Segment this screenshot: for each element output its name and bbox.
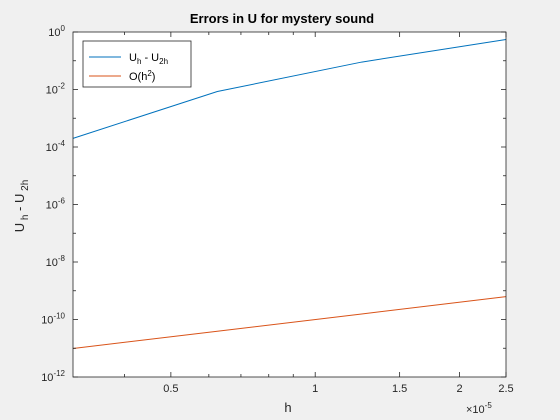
axes-box — [72, 31, 507, 378]
y-tick-label: 10-4 — [46, 139, 66, 154]
x-axis-exponent: ×10-5 — [466, 401, 492, 416]
axis-ticks — [73, 31, 507, 378]
plot-lines — [72, 38, 507, 349]
legend: Uh - U2h O(h2) — [82, 40, 192, 88]
axes-background — [73, 32, 506, 377]
x-tick-label: 1 — [312, 383, 318, 395]
legend-label-series-1: Uh - U2h — [129, 52, 168, 66]
x-tick-label: 1.5 — [392, 383, 407, 395]
legend-box — [82, 40, 192, 88]
x-axis-exponent-power: -5 — [485, 401, 493, 410]
y-tick-label: 10-6 — [46, 197, 66, 212]
y-tick-label: 10-10 — [41, 312, 65, 327]
x-tick-label: 2 — [456, 383, 462, 395]
tick-labels: 10-12 10-10 10-8 10-6 10-4 10-2 100 0.5 1 1.5 2 2.5 — [41, 24, 513, 395]
x-tick-label: 0.5 — [163, 383, 178, 395]
y-tick-label: 10-8 — [46, 254, 66, 269]
y-axis-label: U h - U 2h — [12, 180, 31, 233]
legend-label-series-2: O(h2) — [129, 69, 155, 83]
y-axis-label-sub-2h: 2h — [20, 180, 31, 194]
y-axis-label-u1: U — [12, 223, 27, 232]
x-axis-label: h — [284, 400, 291, 415]
series-line-2 — [72, 296, 507, 349]
chart-title: Errors in U for mystery sound — [190, 11, 374, 26]
x-tick-label: 2.5 — [498, 383, 513, 395]
y-tick-label: 10-12 — [41, 369, 65, 384]
y-axis-label-minus: - U — [12, 194, 27, 215]
y-tick-label: 10-2 — [46, 82, 66, 97]
series-line-1 — [72, 38, 507, 139]
y-tick-label: 100 — [48, 24, 65, 39]
x-axis-exponent-base: ×10 — [466, 404, 485, 416]
y-axis-label-sub-h: h — [20, 215, 31, 223]
